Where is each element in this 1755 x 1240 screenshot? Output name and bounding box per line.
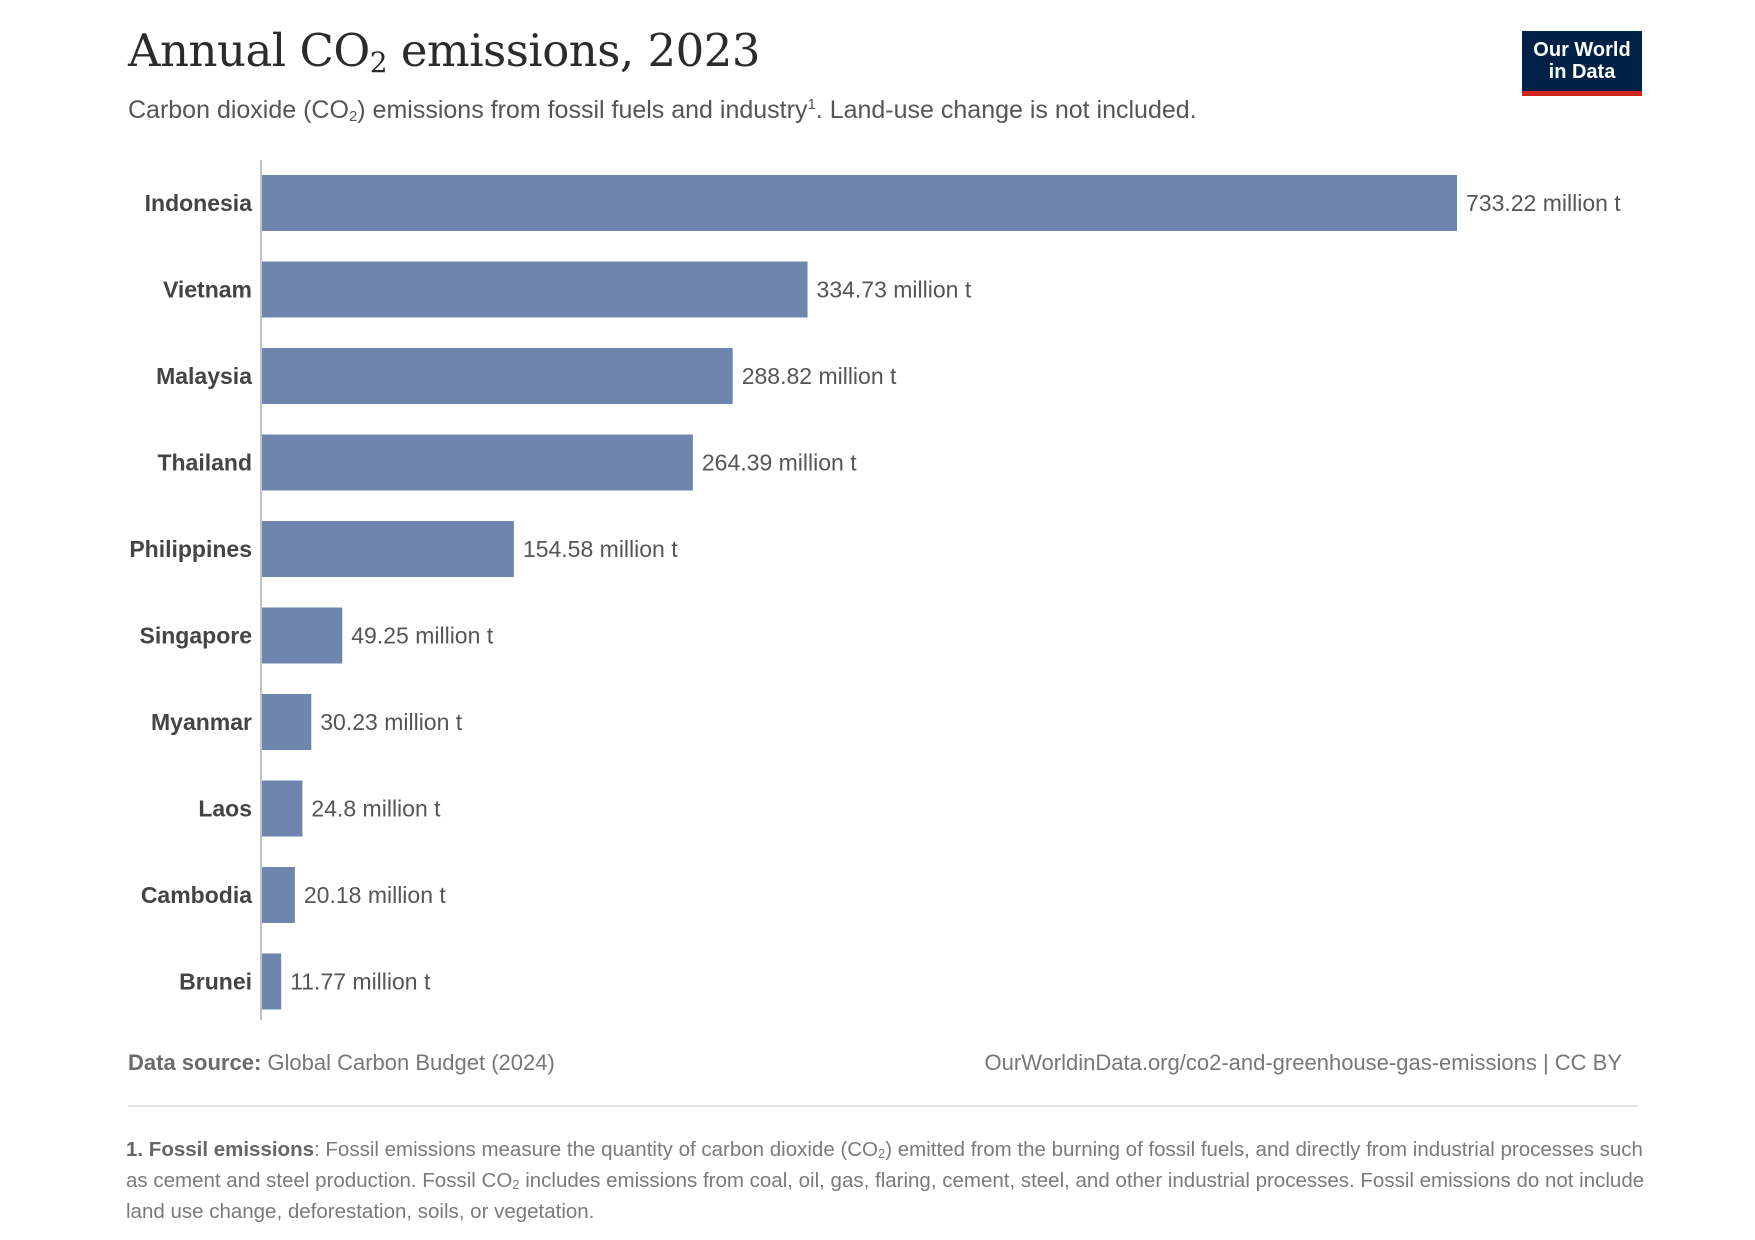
value-label: 334.73 million t	[817, 277, 972, 303]
bar[interactable]	[262, 607, 343, 664]
category-label: Brunei	[179, 969, 252, 995]
category-label: Laos	[198, 796, 252, 822]
bar[interactable]	[262, 175, 1457, 231]
bar[interactable]	[262, 521, 514, 577]
bar-chart: Indonesia 733.22 million t Vietnam 334.73 m…	[129, 160, 1621, 1020]
bar[interactable]	[262, 953, 282, 1010]
value-label: 30.23 million t	[320, 709, 463, 735]
bar[interactable]	[262, 434, 693, 491]
logo-line-2: in Data	[1548, 61, 1616, 83]
bar[interactable]	[262, 348, 733, 404]
category-label: Singapore	[140, 623, 252, 649]
value-label: 154.58 million t	[523, 536, 678, 562]
bar[interactable]	[262, 780, 303, 837]
logo-line-1: Our World	[1533, 39, 1631, 61]
category-label: Vietnam	[163, 277, 252, 303]
bar[interactable]	[262, 261, 808, 318]
footnote: 1. Fossil emissions: Fossil emissions me…	[126, 1138, 1645, 1223]
category-label: Malaysia	[156, 363, 252, 389]
value-label: 11.77 million t	[290, 969, 431, 995]
data-source: Data source: Global Carbon Budget (2024)	[128, 1050, 555, 1075]
divider	[128, 1105, 1638, 1107]
bar[interactable]	[262, 867, 295, 923]
value-label: 49.25 million t	[351, 623, 494, 649]
value-label: 733.22 million t	[1466, 190, 1621, 216]
value-label: 20.18 million t	[304, 882, 447, 908]
category-label: Indonesia	[145, 190, 253, 216]
category-label: Myanmar	[151, 709, 252, 735]
source-url-link[interactable]: OurWorldinData.org/co2-and-greenhouse-ga…	[984, 1050, 1622, 1075]
category-label: Philippines	[129, 536, 252, 562]
value-label: 24.8 million t	[311, 796, 441, 822]
category-label: Cambodia	[141, 882, 252, 908]
chart-title: Annual CO2 emissions, 2023	[128, 24, 760, 79]
our-world-in-data-logo[interactable]: Our World in Data	[1522, 31, 1642, 96]
value-label: 288.82 million t	[742, 363, 897, 389]
category-label: Thailand	[157, 450, 252, 476]
value-label: 264.39 million t	[702, 450, 857, 476]
chart-subtitle: Carbon dioxide (CO2) emissions from foss…	[128, 96, 1197, 125]
bar[interactable]	[262, 694, 312, 750]
